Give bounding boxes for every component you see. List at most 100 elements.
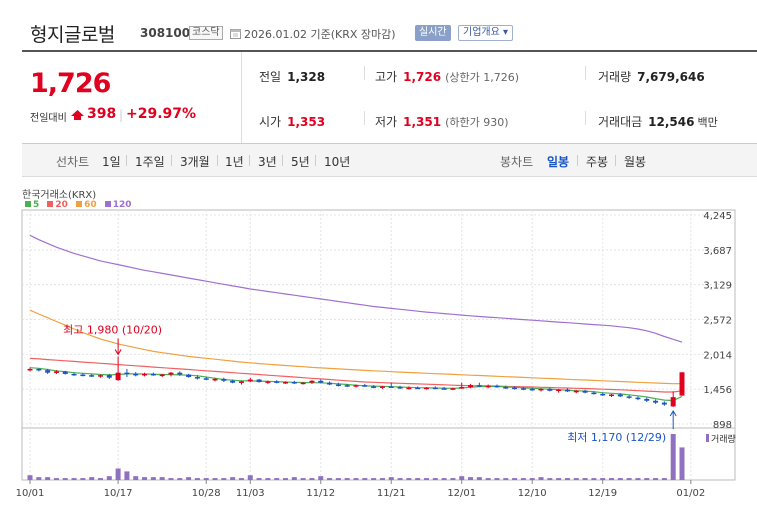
ma20-line [29,357,683,393]
volume-bar [80,478,86,480]
y-tick-label: 2,572 [703,315,732,326]
candle-body [80,374,86,377]
candle-body [538,388,544,391]
volume-bar [230,477,236,480]
candle-body [388,386,394,388]
volume-bar [529,478,535,480]
volume-legend-swatch [706,434,709,442]
chart-tab-bar: 선차트 1일 1주일 3개월 1년 3년 5년 10년 봉차트 일봉 주봉 월봉 [22,144,757,177]
y-tick-label: 2,014 [703,350,732,361]
x-tick-label: 10/17 [104,488,133,499]
company-overview-button[interactable]: 기업개요 ▾ [458,25,513,41]
candle-body [291,382,297,384]
volume-bar [256,478,262,480]
candle-body [573,390,579,393]
candle-body [309,380,315,383]
volume-bar [238,478,244,480]
chart-frame [21,209,736,481]
tab-divider [171,155,172,166]
volume-bar [62,478,68,480]
volume-bar [397,478,403,480]
x-tick-label: 11/12 [306,488,335,499]
tab-period-1y[interactable]: 1년 [225,155,244,169]
candle-body [626,396,632,398]
candle-body [450,388,456,390]
amount-value: 12,546 [648,115,695,129]
candle-body [283,382,289,384]
volume-bar [212,478,218,480]
tab-period-3m[interactable]: 3개월 [180,155,210,169]
volume-bar [309,478,315,480]
volume-bar [124,471,130,480]
volume-bar [335,478,341,480]
tab-period-1d[interactable]: 1일 [102,155,121,169]
candle-body [45,370,51,373]
candle-body [644,398,650,401]
candle-body [635,397,641,400]
current-price: 1,726 [30,68,111,99]
amount-cell: 거래대금 12,546 백만 [598,113,718,130]
x-tick-label: 01/02 [676,488,705,499]
legend-ma120-label: 120 [112,200,132,210]
volume-bar [635,478,641,480]
market-badge: 코스닥 [189,26,223,40]
low-label: 저가 [375,115,398,129]
tab-divider [282,155,283,166]
volume-bar [609,478,615,480]
volume-bar [468,477,474,480]
candle-body [247,379,253,382]
volume-bar [53,478,59,480]
volume-bar [600,478,606,480]
candle-body [520,388,526,390]
candle-body [335,384,341,387]
volume-bar [371,478,377,480]
ma5-line [29,367,683,402]
volume-bar [133,476,139,480]
candle-body [397,387,403,389]
candle-body [212,378,218,381]
candle-body [318,380,324,383]
tab-period-5y[interactable]: 5년 [291,155,310,169]
tab-period-1w[interactable]: 1주일 [135,155,165,169]
ma60-line [29,309,683,385]
tab-period-3y[interactable]: 3년 [258,155,277,169]
tab-period-10y[interactable]: 10년 [324,155,351,169]
tab-candle-weekly[interactable]: 주봉 [586,155,609,169]
volume-bar [353,478,359,480]
change-label: 전일대비 [30,113,67,124]
price-summary: 1,726 전일대비 398 | +29.97% 전일 1,328 고가 1,726… [22,52,757,144]
candle-body [53,371,59,373]
tab-divider [126,155,127,166]
volume-bar [661,478,667,480]
volume-bar [485,478,491,480]
volume-bar [494,478,500,480]
candle-body [168,372,174,375]
candle-chart-svg: 4,245 3,687 3,129 2,572 2,014 1,456 898 10/01 10… [16,209,736,499]
line-chart-label: 선차트 [56,155,90,169]
candle-body [512,387,518,390]
volume-bar [617,478,623,480]
amount-label: 거래대금 [598,115,643,129]
volume-bar [89,477,95,480]
candle-body [221,378,227,381]
candle-body [353,385,359,387]
price-chart: 한국거래소(KRX) 5 20 60 120 4,245 3,687 3,129 2,… [0,180,757,509]
volume-bar [626,478,632,480]
ma120-line [29,234,683,343]
candle-body [265,381,271,383]
tab-candle-daily[interactable]: 일봉 [547,155,570,169]
tab-candle-monthly[interactable]: 월봉 [624,155,647,169]
x-tick-label: 12/01 [447,488,476,499]
stat-divider [585,111,586,125]
candle-body [238,381,244,383]
volume-bar [653,478,659,480]
realtime-button[interactable]: 실시간 [415,25,451,41]
high-arrow-head [114,349,122,356]
header-divider [22,50,757,52]
stock-name: 형지글로벌 [30,24,115,46]
candle-body [344,385,350,387]
legend-ma60-label: 60 [84,200,97,210]
ma-legend: 5 20 60 120 [25,200,137,210]
volume-bar [564,478,570,480]
candle-body [106,375,112,378]
